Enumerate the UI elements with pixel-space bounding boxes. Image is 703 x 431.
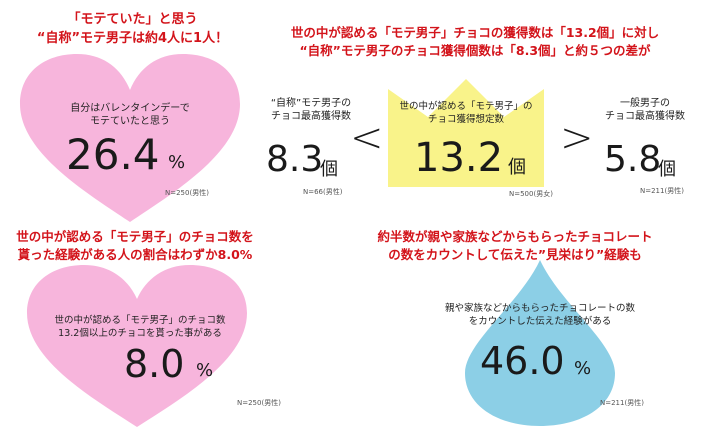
self-value: 8.3 xyxy=(266,139,324,180)
crown-value: 13.2 xyxy=(414,135,504,181)
bottom-right-unit: % xyxy=(574,358,592,379)
top-right-headline-2: “自称”モテ男子のチョコ獲得個数は「8.3個」と約５つの差が xyxy=(299,43,651,58)
crown-shape xyxy=(388,79,544,187)
top-left-headline-2: “自称”モテ男子は約4人に1人！ xyxy=(36,31,229,46)
heart-shape-top xyxy=(20,54,240,222)
general-label-2: チョコ最高獲得数 xyxy=(605,111,685,122)
self-label-2: チョコ最高獲得数 xyxy=(271,111,351,122)
droplet-shape xyxy=(465,260,615,426)
self-sample: N=66(男性) xyxy=(303,188,343,196)
bottom-right-headline-1: 約半数が親や家族などからもらったチョコレート xyxy=(377,229,653,244)
crown-sample: N=500(男女) xyxy=(509,190,553,198)
top-left-label-2: モテていたと思う xyxy=(90,116,170,127)
bottom-right-headline-2: の数をカウントして伝えた”見栄はり”経験も xyxy=(388,247,642,262)
bottom-right-sample: N=211(男性) xyxy=(600,399,644,407)
greater-than-sign: > xyxy=(560,115,594,161)
general-unit: 個 xyxy=(658,159,676,180)
bottom-right-label-2: をカウントした伝えた経験がある xyxy=(468,316,612,327)
bottom-left-unit: % xyxy=(196,360,214,381)
top-left-label-1: 自分はバレンタインデーで xyxy=(70,103,190,114)
bottom-left-label-1: 世の中が認める「モテ男子」のチョコ数 xyxy=(54,315,226,326)
top-left-sample: N=250(男性) xyxy=(165,189,209,197)
top-left-unit: % xyxy=(168,152,186,173)
heart-shape-bottom xyxy=(27,265,247,427)
bottom-left-sample: N=250(男性) xyxy=(237,399,281,407)
general-value: 5.8 xyxy=(604,139,662,180)
bottom-left-headline-1: 世の中が認める「モテ男子」のチョコ数を xyxy=(16,229,254,244)
bottom-left-value: 8.0 xyxy=(124,342,185,386)
top-left-headline-1: 「モテていた」と思う xyxy=(67,12,198,27)
bottom-right-label-1: 親や家族などからもらったチョコレートの数 xyxy=(444,303,635,314)
crown-label-1: 世の中が認める「モテ男子」の xyxy=(399,101,533,112)
general-sample: N=211(男性) xyxy=(640,187,684,195)
top-left-value: 26.4 xyxy=(66,130,160,179)
self-unit: 個 xyxy=(320,159,338,180)
self-label-1: “自称”モテ男子の xyxy=(270,98,352,109)
top-right-headline-1: 世の中が認める「モテ男子」チョコの獲得数は「13.2個」に対し xyxy=(290,25,660,40)
crown-label-2: チョコ獲得想定数 xyxy=(427,114,504,125)
bottom-left-headline-2: 貰った経験がある人の割合はわずか8.0% xyxy=(17,247,253,262)
less-than-sign: < xyxy=(350,115,384,161)
bottom-right-value: 46.0 xyxy=(480,339,565,383)
general-label-1: 一般男子の xyxy=(620,98,670,109)
crown-unit: 個 xyxy=(508,157,526,178)
bottom-left-label-2: 13.2個以上のチョコを貰った事がある xyxy=(58,328,222,339)
